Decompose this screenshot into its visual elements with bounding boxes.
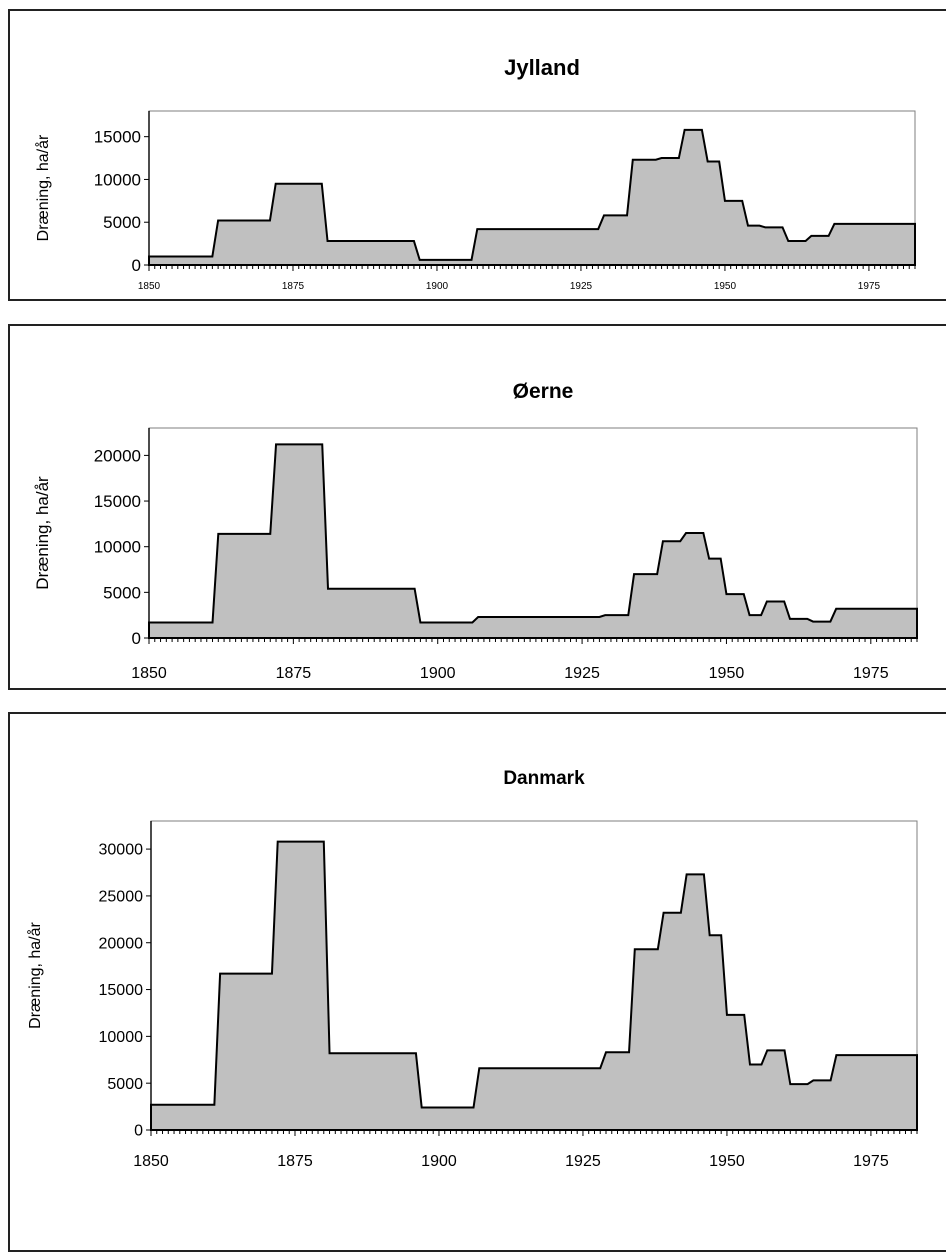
x-tick-label: 1850 — [131, 665, 167, 682]
drainage-area-series — [148, 128, 916, 266]
chart-title: Danmark — [503, 768, 585, 789]
x-tick-label: 1900 — [420, 665, 456, 682]
x-tick-label: 1850 — [133, 1153, 169, 1170]
y-tick-label: 20000 — [94, 446, 141, 465]
y-tick-label: 5000 — [103, 213, 141, 232]
y-tick-label: 10000 — [94, 538, 141, 557]
y-tick-label: 10000 — [94, 170, 141, 189]
x-tick-label: 1900 — [426, 281, 449, 292]
x-tick-label: 1975 — [858, 281, 881, 292]
chart-title: Øerne — [513, 380, 574, 403]
x-tick-label: 1925 — [564, 665, 600, 682]
chart-panel-oerne: Øerne 0 5000 10000 15000 20000 1850 1875 1900 192… — [8, 324, 946, 690]
y-axis-label: Dræning, ha/år — [26, 921, 44, 1028]
drainage-area-series — [150, 840, 918, 1131]
chart-panel-jylland: Jylland 0 5000 10000 15000 1850 1875 1900 1925 19… — [8, 9, 946, 301]
x-tick-label: 1850 — [138, 281, 161, 292]
x-tick-label: 1950 — [709, 1153, 745, 1170]
x-tick-label: 1950 — [709, 665, 745, 682]
y-tick-label: 20000 — [99, 935, 144, 952]
y-axis-label: Dræning, ha/år — [34, 134, 52, 241]
y-tick-label: 30000 — [99, 842, 144, 859]
x-tick-label: 1975 — [853, 1153, 889, 1170]
x-tick-label: 1875 — [282, 281, 305, 292]
x-tick-label: 1925 — [565, 1153, 601, 1170]
chart-title: Jylland — [504, 55, 580, 80]
chart-jylland: Jylland 0 5000 10000 15000 1850 1875 1900 1925 19… — [34, 55, 916, 292]
x-tick-label: 1925 — [570, 281, 593, 292]
chart-panel-danmark: Danmark 0 5000 10000 15000 20000 25000 30000 185… — [8, 712, 946, 1252]
y-axis-label: Dræning, ha/år — [33, 476, 52, 590]
drainage-area-series — [148, 443, 918, 639]
x-tick-label: 1900 — [421, 1153, 457, 1170]
y-tick-label: 15000 — [94, 128, 141, 147]
y-tick-label: 0 — [134, 1123, 143, 1140]
chart-danmark: Danmark 0 5000 10000 15000 20000 25000 30000 185… — [26, 768, 918, 1170]
y-tick-label: 5000 — [103, 583, 141, 602]
chart-oerne: Øerne 0 5000 10000 15000 20000 1850 1875 1900 192… — [33, 380, 918, 682]
x-tick-label: 1875 — [277, 1153, 313, 1170]
x-tick-label: 1975 — [853, 665, 889, 682]
y-tick-label: 25000 — [99, 889, 144, 906]
x-tick-label: 1875 — [276, 665, 312, 682]
y-tick-label: 0 — [132, 629, 141, 648]
y-tick-label: 5000 — [107, 1076, 143, 1093]
y-tick-label: 0 — [132, 256, 141, 275]
x-tick-label: 1950 — [714, 281, 737, 292]
y-tick-label: 15000 — [94, 492, 141, 511]
y-tick-label: 10000 — [99, 1029, 144, 1046]
y-tick-label: 15000 — [99, 982, 144, 999]
